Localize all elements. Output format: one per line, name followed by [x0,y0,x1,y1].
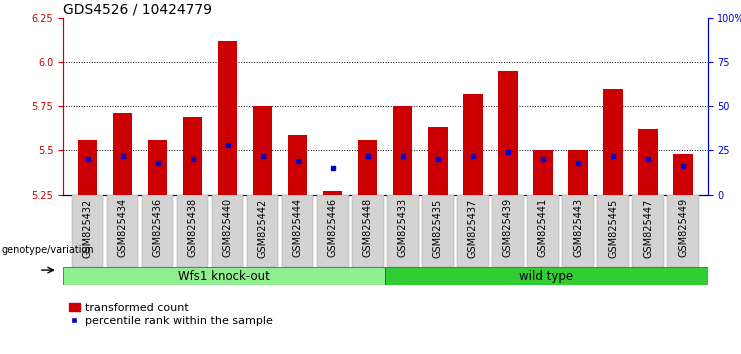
Text: GSM825441: GSM825441 [538,198,548,257]
Text: GSM825449: GSM825449 [678,198,688,257]
Bar [288,135,308,195]
Text: GSM825445: GSM825445 [608,198,618,258]
Bar [463,94,482,195]
Text: genotype/variation: genotype/variation [1,245,94,256]
FancyBboxPatch shape [352,195,384,267]
Bar [183,117,202,195]
Text: GSM825442: GSM825442 [258,198,268,258]
FancyBboxPatch shape [282,195,313,267]
FancyBboxPatch shape [385,267,708,285]
FancyBboxPatch shape [317,195,348,267]
Text: GSM825436: GSM825436 [153,198,162,257]
FancyBboxPatch shape [562,195,594,267]
Text: GSM825443: GSM825443 [573,198,583,257]
Bar [603,88,622,195]
Text: GDS4526 / 10424779: GDS4526 / 10424779 [63,2,212,17]
Text: GSM825437: GSM825437 [468,198,478,258]
Text: GSM825439: GSM825439 [503,198,513,257]
FancyBboxPatch shape [422,195,453,267]
Text: GSM825438: GSM825438 [187,198,198,257]
FancyBboxPatch shape [492,195,524,267]
Bar [674,154,693,195]
FancyBboxPatch shape [247,195,279,267]
Bar [358,140,377,195]
Bar [534,150,553,195]
Bar [253,106,273,195]
Bar [639,129,658,195]
Bar [568,150,588,195]
FancyBboxPatch shape [142,195,173,267]
Bar [428,127,448,195]
Text: GSM825448: GSM825448 [363,198,373,257]
Text: wild type: wild type [519,270,574,282]
Bar [78,140,97,195]
Bar [113,113,132,195]
Text: Wfs1 knock-out: Wfs1 knock-out [179,270,270,282]
Text: GSM825446: GSM825446 [328,198,338,257]
FancyBboxPatch shape [63,267,385,285]
Bar [393,106,413,195]
FancyBboxPatch shape [387,195,419,267]
FancyBboxPatch shape [668,195,699,267]
Text: GSM825440: GSM825440 [222,198,233,257]
Bar [148,140,167,195]
FancyBboxPatch shape [72,195,103,267]
Text: GSM825433: GSM825433 [398,198,408,257]
Text: GSM825434: GSM825434 [118,198,127,257]
Bar [498,71,517,195]
Text: GSM825444: GSM825444 [293,198,303,257]
Text: GSM825447: GSM825447 [643,198,653,258]
FancyBboxPatch shape [632,195,664,267]
FancyBboxPatch shape [527,195,559,267]
Text: GSM825435: GSM825435 [433,198,443,258]
FancyBboxPatch shape [457,195,488,267]
FancyBboxPatch shape [177,195,208,267]
FancyBboxPatch shape [212,195,244,267]
Legend: transformed count, percentile rank within the sample: transformed count, percentile rank withi… [68,303,273,326]
Bar [218,41,237,195]
Text: GSM825432: GSM825432 [82,198,93,258]
FancyBboxPatch shape [597,195,629,267]
FancyBboxPatch shape [107,195,139,267]
Bar [323,191,342,195]
